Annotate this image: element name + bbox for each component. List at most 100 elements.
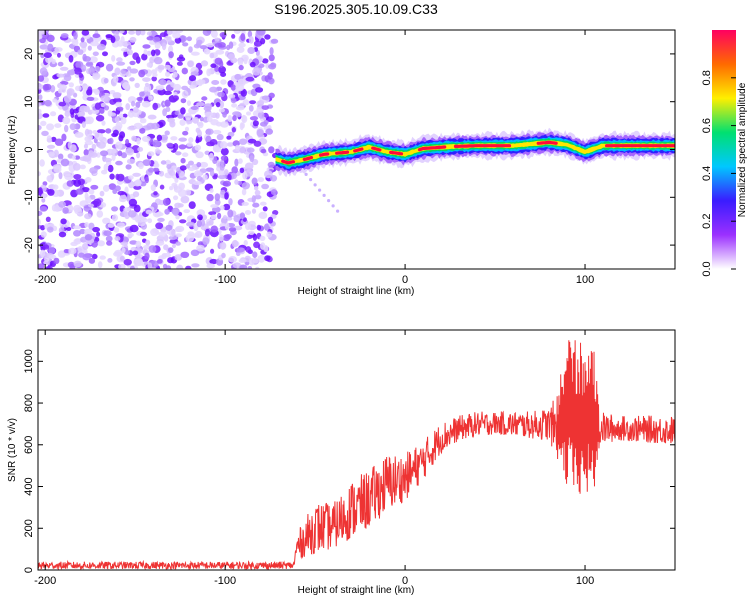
noise-blob <box>57 52 61 58</box>
noise-blob <box>133 204 141 213</box>
noise-blob <box>175 30 183 33</box>
noise-blob <box>256 224 262 231</box>
noise-blob <box>182 152 189 157</box>
snr-x-tick-label: 0 <box>402 575 408 587</box>
noise-blob <box>196 175 203 182</box>
noise-blob <box>100 95 109 102</box>
noise-blob <box>109 98 117 105</box>
noise-blob <box>111 153 116 161</box>
noise-blob <box>54 123 62 128</box>
noise-blob <box>188 75 197 82</box>
noise-blob <box>327 199 331 203</box>
track-yellow-band <box>275 140 675 165</box>
noise-blob <box>81 187 90 193</box>
noise-blob <box>72 108 79 114</box>
noise-blob <box>102 217 111 224</box>
noise-blob <box>62 207 69 214</box>
noise-blob <box>262 206 268 212</box>
noise-blob <box>90 184 99 190</box>
colorbar-tick-label: 0.8 <box>701 70 713 85</box>
snr-series-line <box>38 340 675 570</box>
noise-blob <box>242 171 248 180</box>
noise-blob <box>85 116 94 125</box>
noise-blob <box>206 42 214 48</box>
noise-blob <box>217 42 226 48</box>
noise-blob <box>244 162 254 170</box>
noise-blob <box>56 73 65 78</box>
noise-blob <box>94 102 101 110</box>
noise-blob <box>125 103 130 111</box>
noise-blob <box>249 61 256 68</box>
noise-blob <box>136 151 141 159</box>
noise-blob <box>239 167 245 174</box>
noise-blob <box>227 53 235 60</box>
noise-blob <box>40 231 47 238</box>
noise-blob <box>256 129 264 137</box>
noise-blob <box>99 107 105 114</box>
noise-blob <box>47 226 54 233</box>
noise-blob <box>179 119 186 126</box>
noise-blob <box>234 73 242 80</box>
spectrogram-y-label: Frequency (Hz) <box>7 116 18 185</box>
noise-blob <box>132 172 141 177</box>
noise-blob <box>215 112 220 119</box>
spectrogram-y-tick-label: 20 <box>23 48 35 60</box>
noise-blob <box>132 106 139 113</box>
noise-blob <box>174 37 182 44</box>
noise-blob <box>73 174 82 180</box>
noise-blob <box>125 148 135 156</box>
noise-blob <box>270 62 277 68</box>
noise-blob <box>212 129 222 135</box>
noise-blob <box>176 56 186 62</box>
noise-blob <box>125 164 132 170</box>
noise-blob <box>263 245 269 253</box>
noise-blob <box>139 91 145 97</box>
noise-blob <box>62 116 71 125</box>
noise-blob <box>220 121 229 128</box>
noise-blob <box>222 215 228 220</box>
noise-blob <box>137 220 146 227</box>
noise-blob <box>244 210 252 215</box>
noise-blob <box>192 116 200 124</box>
noise-blob <box>128 198 138 207</box>
noise-blob <box>168 229 176 237</box>
noise-blob <box>151 122 160 130</box>
noise-blob <box>162 263 168 269</box>
noise-blob <box>165 106 171 112</box>
noise-blob <box>88 150 94 157</box>
noise-blob <box>133 258 142 267</box>
noise-blob <box>159 184 165 190</box>
noise-blob <box>73 179 82 187</box>
noise-blob <box>124 186 129 195</box>
noise-blob <box>253 40 263 47</box>
noise-blob <box>125 71 132 77</box>
noise-blob <box>210 119 219 126</box>
noise-blob <box>71 155 76 160</box>
noise-blob <box>151 76 157 82</box>
noise-blob <box>162 198 170 206</box>
noise-blob <box>270 189 278 196</box>
noise-blob <box>226 135 232 140</box>
noise-blob <box>160 134 169 141</box>
noise-blob <box>109 173 115 180</box>
noise-blob <box>118 135 124 142</box>
noise-blob <box>75 188 84 195</box>
noise-blob <box>54 138 64 146</box>
noise-blob <box>153 191 158 196</box>
noise-blob <box>264 170 273 179</box>
noise-blob <box>110 36 116 44</box>
noise-blob <box>82 243 89 250</box>
noise-blob <box>106 240 113 246</box>
noise-blob <box>122 82 130 90</box>
noise-blob <box>164 130 170 136</box>
noise-blob <box>220 141 228 149</box>
noise-blob <box>142 44 151 49</box>
noise-blob <box>102 184 110 192</box>
noise-blob <box>131 100 136 107</box>
noise-blob <box>220 189 226 195</box>
noise-blob <box>252 202 260 208</box>
noise-blob <box>234 179 239 185</box>
noise-blob <box>129 240 138 245</box>
noise-blob <box>116 255 126 263</box>
noise-blob <box>194 144 201 151</box>
